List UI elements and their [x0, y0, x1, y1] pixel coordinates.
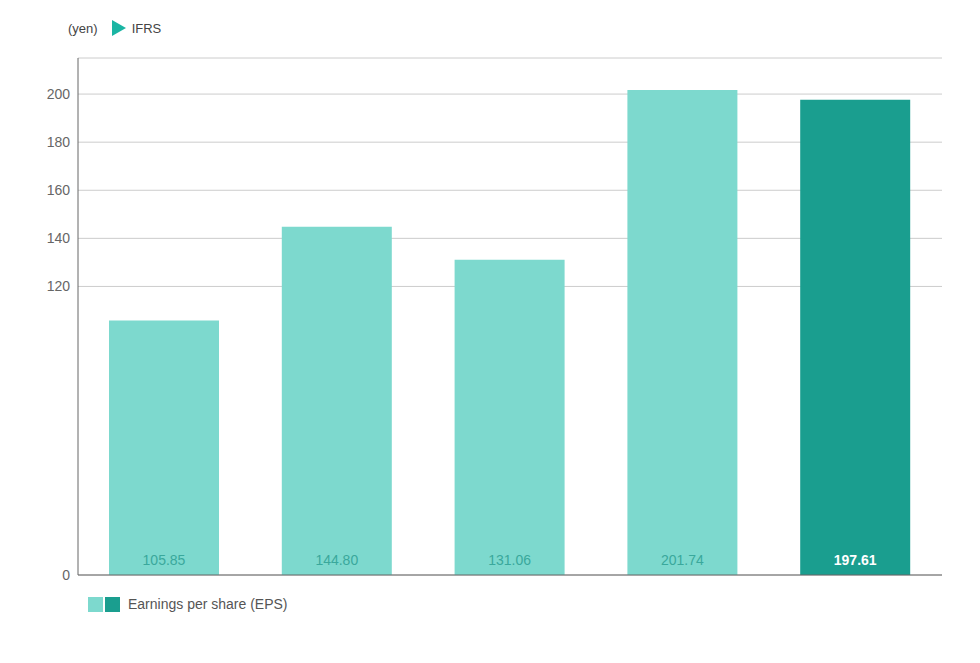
html-text:IFRS: IFRS [131, 20, 162, 36]
svg-text:144.80: 144.80 [315, 552, 358, 568]
svg-text:160: 160 [47, 182, 71, 198]
svg-text:197.61: 197.61 [834, 552, 877, 568]
svg-text:105.85: 105.85 [143, 552, 186, 568]
svg-text:201.74: 201.74 [661, 552, 704, 568]
svg-text:120: 120 [47, 278, 71, 294]
svg-text:140: 140 [47, 230, 71, 246]
html-text:(yen): (yen) [68, 20, 98, 36]
svg-text:180: 180 [47, 134, 71, 150]
html-text:Earnings per share (EPS): Earnings per share (EPS) [128, 596, 288, 612]
svg-text:200: 200 [47, 86, 71, 102]
svg-text:0: 0 [62, 567, 70, 583]
svg-text:131.06: 131.06 [488, 552, 531, 568]
